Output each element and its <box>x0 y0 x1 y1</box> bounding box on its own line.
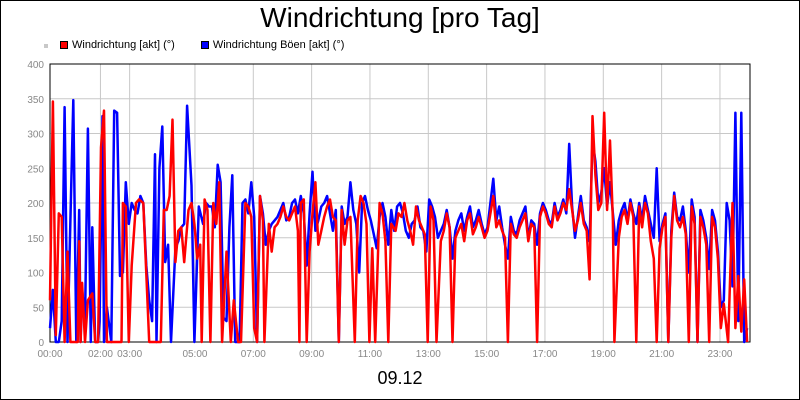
y-tick-label: 200 <box>27 199 44 210</box>
y-tick-label: 400 <box>27 60 44 71</box>
series-line-boeen <box>48 98 749 344</box>
y-tick-label: 300 <box>27 130 44 141</box>
x-tick-label: 09:00 <box>299 349 324 360</box>
x-tick-label: 15:00 <box>474 349 499 360</box>
x-tick-label: 11:00 <box>358 349 383 360</box>
x-tick-label: 23:00 <box>707 349 732 360</box>
legend-swatch-blue <box>200 41 209 49</box>
series-line-akt <box>48 100 749 344</box>
legend-swatch-red <box>60 41 68 49</box>
x-tick-label: 19:00 <box>591 349 616 360</box>
x-axis-label: 09.12 <box>377 368 423 388</box>
x-tick-label: 17:00 <box>532 349 557 360</box>
y-tick-label: 150 <box>27 234 44 245</box>
legend-label-boeen: Windrichtung Böen [akt] (°) <box>212 39 345 51</box>
x-tick-label: 21:00 <box>649 349 674 360</box>
x-tick-label: 00:00 <box>37 349 62 360</box>
legend-label-akt: Windrichtung [akt] (°) <box>72 39 175 51</box>
legend-bullet-icon <box>44 44 48 48</box>
x-tick-label: 03:00 <box>117 349 142 360</box>
x-tick-label: 07:00 <box>241 349 266 360</box>
y-tick-label: 50 <box>33 303 45 314</box>
legend-item-boeen: Windrichtung Böen [akt] (°) <box>200 39 345 51</box>
x-tick-label: 05:00 <box>182 349 207 360</box>
x-tick-label: 13:00 <box>416 349 441 360</box>
y-tick-label: 350 <box>27 95 44 106</box>
y-tick-label: 0 <box>38 338 44 349</box>
y-tick-label: 100 <box>27 269 44 280</box>
x-tick-label: 02:00 <box>88 349 113 360</box>
plot-border <box>49 63 751 343</box>
legend-item-akt: Windrichtung [akt] (°) <box>60 39 175 51</box>
chart-title: Windrichtung [pro Tag] <box>260 2 540 33</box>
y-tick-label: 250 <box>27 164 44 175</box>
legend: Windrichtung [akt] (°) Windrichtung Böen… <box>44 38 370 52</box>
